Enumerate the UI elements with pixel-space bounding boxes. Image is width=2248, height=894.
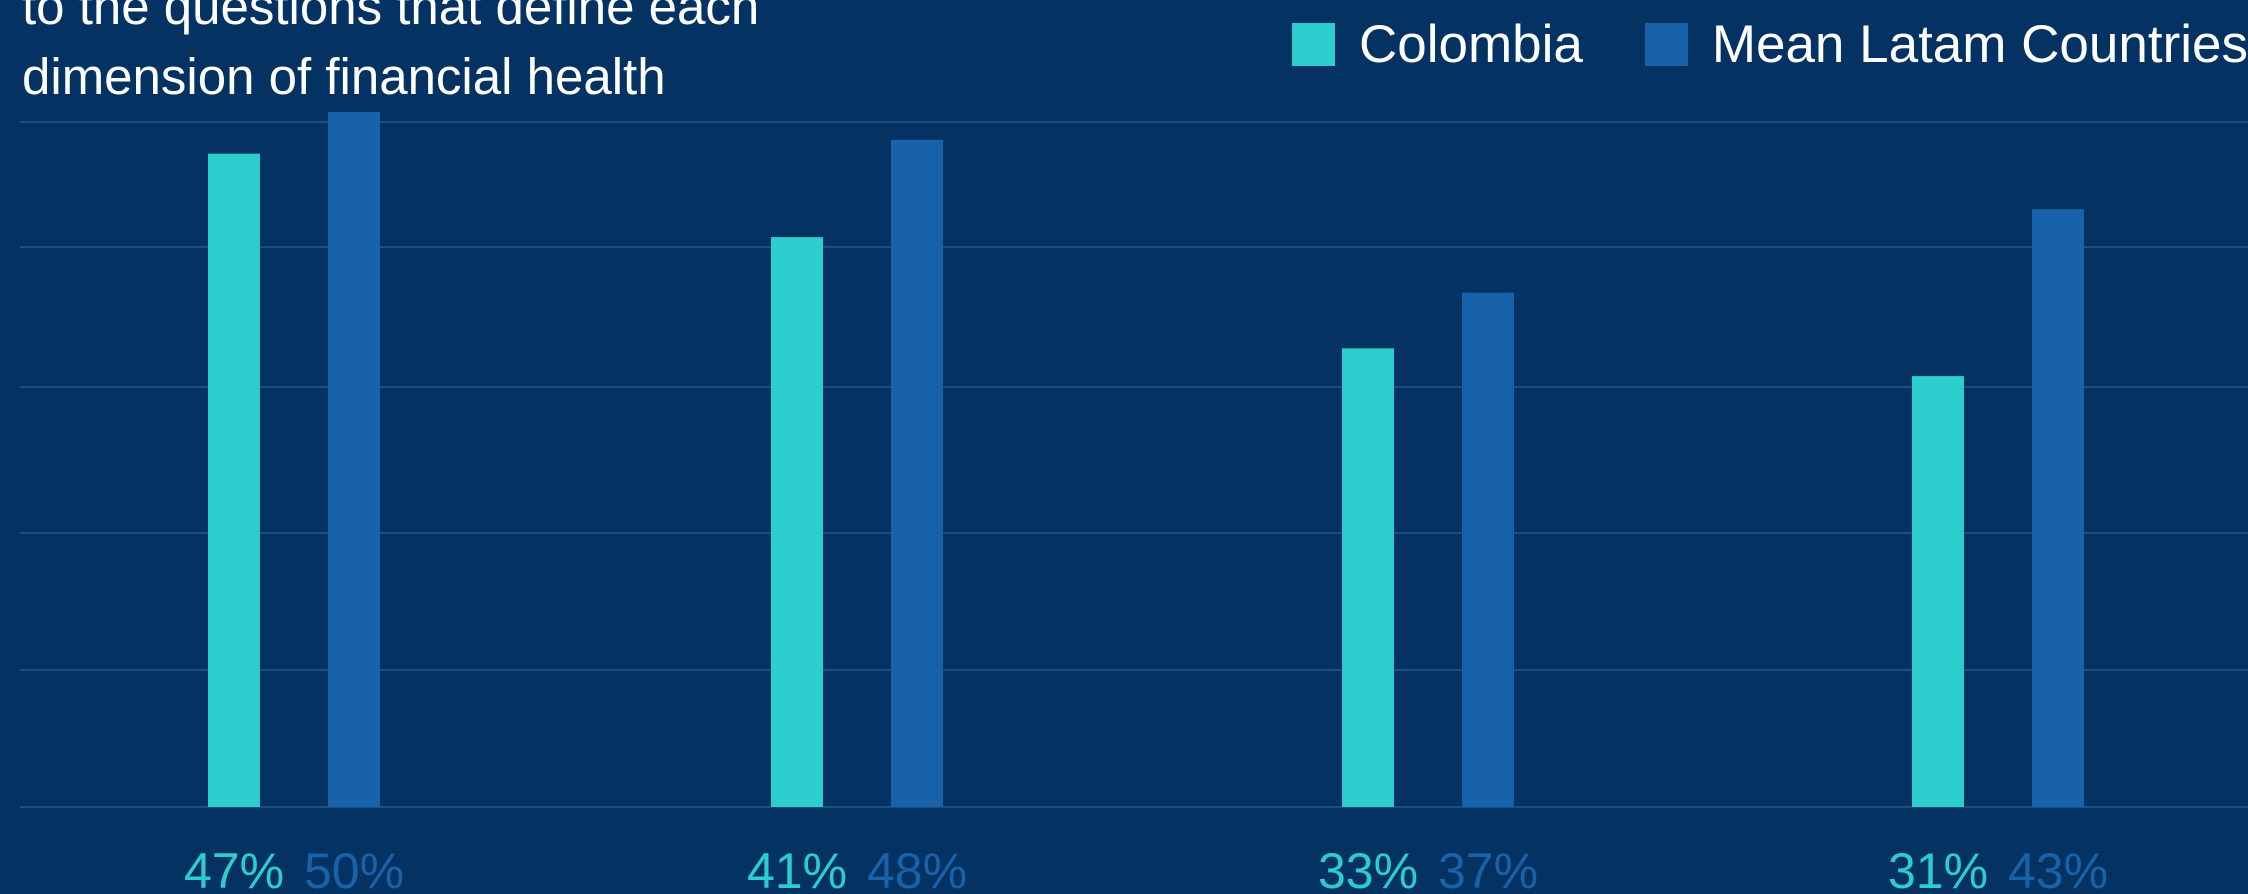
- value-label-colombia-1: 47%: [184, 843, 284, 894]
- legend-item-colombia: Colombia: [1291, 14, 1583, 75]
- legend-swatch-latam: [1644, 23, 1688, 66]
- bar-latam-1: [328, 112, 380, 807]
- legend: Colombia Mean Latam Countries: [1230, 14, 2248, 75]
- value-label-latam-3: 37%: [1438, 843, 1538, 894]
- value-label-latam-4: 43%: [2008, 843, 2108, 894]
- legend-label-latam: Mean Latam Countries: [1711, 15, 2248, 74]
- legend-item-latam: Mean Latam Countries: [1644, 14, 2248, 75]
- bar-latam-2: [891, 139, 943, 808]
- chart-title-line-1: to the questions that define each: [22, 0, 760, 35]
- value-label-colombia-4: 31%: [1888, 843, 1988, 894]
- value-label-colombia-2: 41%: [747, 843, 847, 894]
- bar-latam-4: [2032, 209, 2084, 808]
- bar-colombia-1: [208, 153, 260, 807]
- bar-colombia-4: [1912, 376, 1964, 807]
- chart-title-line-2: dimension of financial health: [22, 48, 666, 105]
- value-label-latam-2: 48%: [867, 843, 967, 894]
- value-label-colombia-3: 33%: [1318, 843, 1418, 894]
- legend-label-colombia: Colombia: [1358, 15, 1583, 74]
- bar-colombia-2: [771, 237, 823, 808]
- legend-swatch-colombia: [1291, 23, 1335, 66]
- bar-colombia-3: [1342, 348, 1394, 807]
- bar-latam-3: [1462, 292, 1514, 807]
- value-label-latam-1: 50%: [304, 843, 404, 894]
- chart-title: to the questions that define each dimens…: [22, 0, 759, 112]
